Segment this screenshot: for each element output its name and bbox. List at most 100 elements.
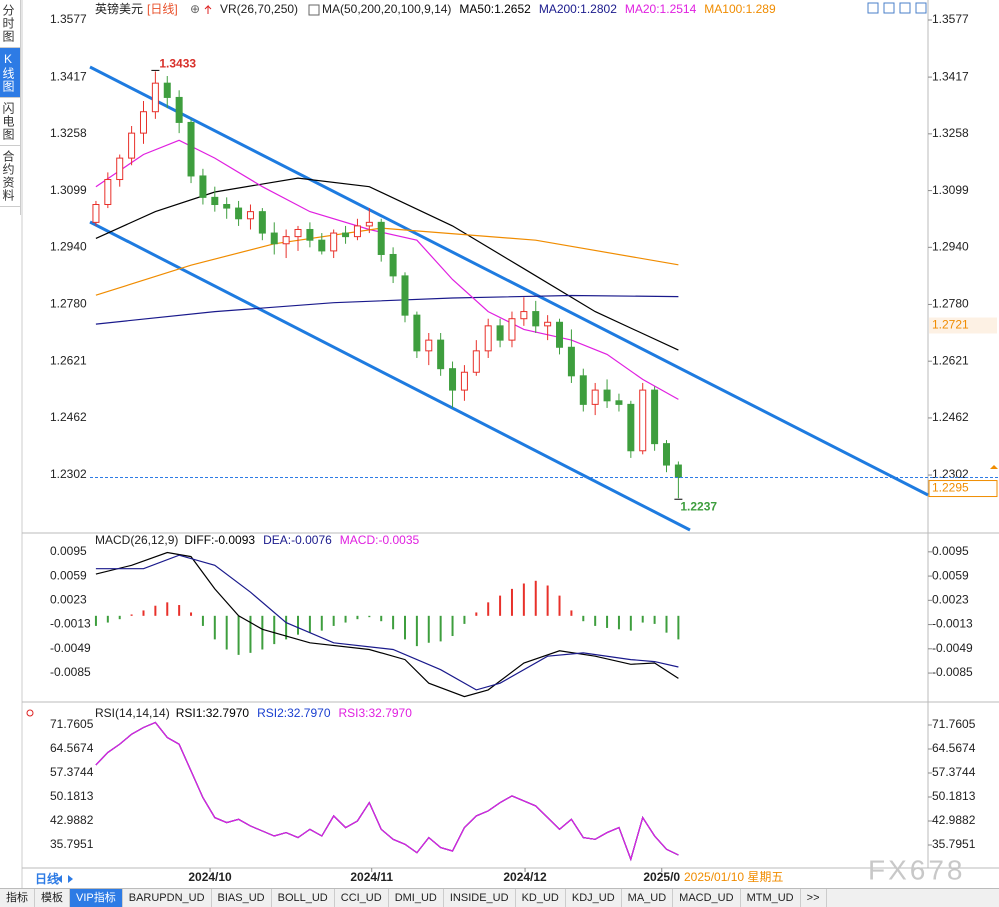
icon[interactable]	[867, 2, 879, 14]
chart: 日线 2025/01/10 星期五 FX678 1.3577 1.3577 1.34…	[21, 0, 999, 888]
indicator-tab[interactable]: MACD_UD	[673, 889, 741, 907]
period-label[interactable]: 日线	[35, 871, 59, 886]
sidebar-tab[interactable]: 合约资料	[0, 146, 20, 207]
candle-body	[270, 232, 278, 245]
indicator-tab[interactable]: BIAS_UD	[212, 889, 272, 907]
low-label: 1.2237	[680, 499, 717, 513]
y-tick-label: 1.3577	[932, 12, 969, 26]
indicator-tab[interactable]: CCI_UD	[335, 889, 389, 907]
legend-entry: MA20:1.2514	[625, 2, 697, 16]
legend-entry: MA200:1.2802	[539, 2, 617, 16]
indicator-tab[interactable]: KDJ_UD	[566, 889, 622, 907]
legend-entry: MA100:1.289	[704, 2, 776, 16]
candle-body	[567, 346, 575, 377]
price-arrow	[990, 465, 998, 469]
y-tick-label: 1.2462	[50, 410, 87, 424]
indicator-tab[interactable]: 模板	[35, 889, 70, 907]
indicator-tab[interactable]: KD_UD	[516, 889, 566, 907]
series-line	[95, 554, 679, 691]
x-tick-label: 2024/10	[188, 870, 232, 884]
icon[interactable]	[915, 2, 927, 14]
settings-icon[interactable]	[26, 709, 34, 717]
candle-body	[211, 196, 219, 206]
toolbar-icons[interactable]	[867, 2, 927, 14]
channel-line	[89, 220, 691, 532]
candle-body	[401, 275, 409, 316]
x-tick-label: 2024/11	[350, 870, 393, 884]
candle-body	[425, 339, 433, 352]
candle-body	[116, 157, 124, 181]
y-tick-label: 1.3099	[50, 183, 87, 197]
candle-body	[365, 221, 373, 227]
candle-body	[639, 389, 647, 452]
y-tick-label: 64.5674	[932, 741, 976, 755]
series-line	[95, 177, 679, 351]
icon[interactable]	[899, 2, 911, 14]
indicator-tab[interactable]: DMI_UD	[389, 889, 444, 907]
candle-body	[413, 314, 421, 352]
period-arrows[interactable]	[57, 875, 73, 883]
sidebar: 分时图 K线图 闪电图 合约资料	[0, 0, 21, 215]
indicator-icon	[308, 4, 320, 16]
series-line	[95, 294, 679, 325]
y-tick-label: 0.0095	[50, 544, 87, 558]
indicator-tab[interactable]: VIP指标	[70, 889, 123, 907]
series-line	[95, 721, 679, 862]
y-tick-label: 50.1813	[50, 789, 94, 803]
sidebar-tab[interactable]: K线图	[0, 48, 20, 98]
legend-entry: DEA:-0.0076	[263, 533, 332, 547]
y-tick-label: 1.2621	[932, 353, 969, 367]
candle-body	[437, 339, 445, 370]
candle-body	[104, 179, 112, 206]
candle-body	[235, 207, 243, 220]
price-box	[929, 317, 997, 334]
candle-body	[306, 228, 314, 241]
indicator-tab[interactable]: BARUPDN_UD	[123, 889, 212, 907]
series-line	[95, 227, 679, 296]
y-tick-label: 1.2780	[50, 297, 87, 311]
indicator-tab[interactable]: BOLL_UD	[272, 889, 335, 907]
price-marker-label: 1.2721	[932, 318, 969, 332]
candle-body	[460, 371, 468, 391]
y-tick-label: 1.2621	[50, 353, 87, 367]
indicator-icon	[204, 4, 212, 14]
candle-body	[449, 368, 457, 391]
candle-body	[627, 403, 635, 452]
candle-body	[556, 321, 564, 348]
y-tick-label: 1.3577	[50, 12, 87, 26]
x-tick-label: 2025/0	[643, 870, 680, 884]
legend-entry: MACD:-0.0035	[340, 533, 420, 547]
candle-body	[139, 111, 147, 134]
candle-body	[187, 121, 195, 177]
y-tick-label: 1.3258	[932, 126, 969, 140]
sidebar-tab[interactable]: 闪电图	[0, 98, 20, 146]
indicator-tab[interactable]: 指标	[0, 889, 35, 907]
y-tick-label: -0.0013	[932, 617, 973, 631]
candle-body	[353, 225, 361, 238]
candle-body	[246, 211, 254, 220]
legend-entry: RSI3:32.7970	[339, 706, 413, 720]
candle-body	[615, 400, 623, 405]
indicator-label: MA(50,200,20,100,9,14)	[322, 2, 451, 16]
y-tick-label: 0.0059	[932, 568, 969, 582]
indicator-tab[interactable]: MA_UD	[622, 889, 674, 907]
candle-body	[389, 253, 397, 277]
candle-body	[342, 232, 350, 238]
candle-body	[603, 389, 611, 402]
y-tick-label: 1.2940	[50, 240, 87, 254]
y-tick-label: 50.1813	[932, 789, 976, 803]
indicator-tab[interactable]: >>	[801, 889, 827, 907]
y-tick-label: 1.2780	[932, 297, 969, 311]
high-label: 1.3433	[159, 57, 196, 71]
icon[interactable]	[883, 2, 895, 14]
legend-entry: DIFF:-0.0093	[184, 533, 255, 547]
channel-line	[89, 65, 929, 497]
indicator-tab[interactable]: INSIDE_UD	[444, 889, 516, 907]
indicator-tab[interactable]: MTM_UD	[741, 889, 801, 907]
series-line	[95, 551, 679, 698]
candle-body	[175, 96, 183, 123]
y-tick-label: 35.7951	[932, 837, 976, 851]
y-tick-label: 57.3744	[932, 765, 976, 779]
watermark: FX678	[868, 854, 966, 885]
sidebar-tab[interactable]: 分时图	[0, 0, 20, 48]
